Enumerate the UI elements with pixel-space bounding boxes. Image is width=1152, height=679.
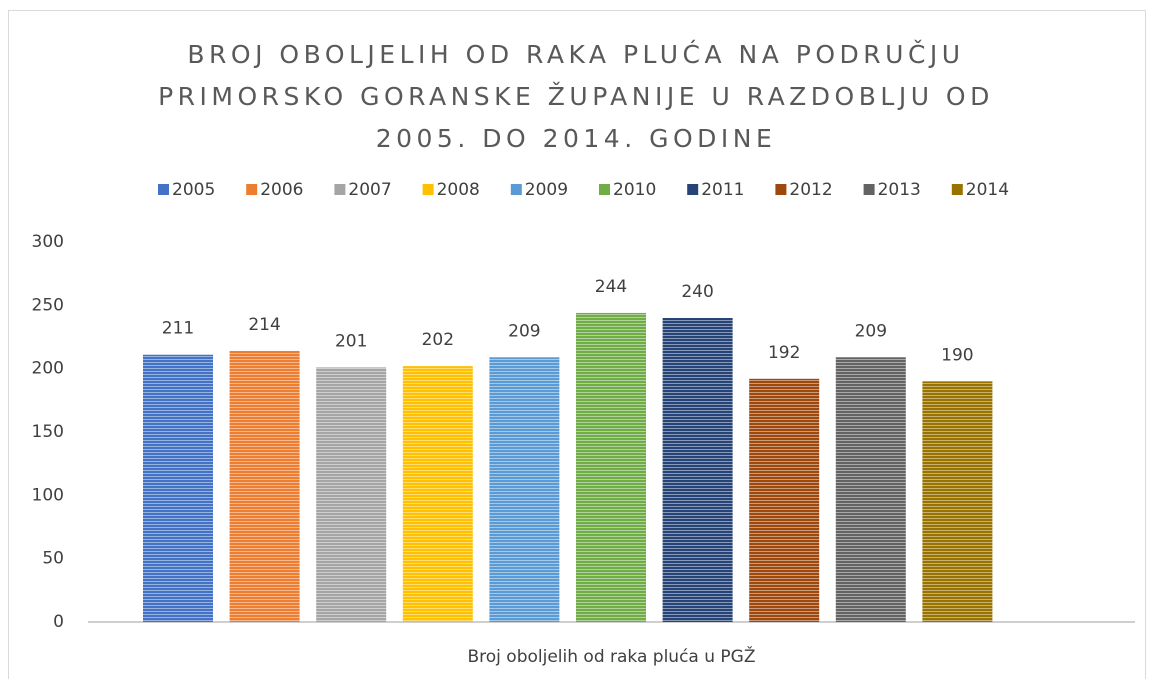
chart-title: BROJ OBOLJELIH OD RAKA PLUĆA NA PODRUČJU…	[158, 40, 994, 153]
legend-swatch	[951, 184, 963, 195]
legend-label: 2013	[878, 180, 921, 200]
data-label: 240	[681, 282, 713, 302]
data-label: 209	[508, 321, 540, 341]
chart-frame	[8, 10, 1146, 679]
legend-label: 2008	[437, 180, 480, 200]
data-label: 201	[335, 331, 367, 351]
legend-label: 2006	[260, 180, 303, 200]
y-tick-label: 300	[32, 232, 64, 252]
legend-swatch	[775, 184, 787, 195]
data-label: 192	[768, 343, 800, 363]
bar	[489, 357, 560, 622]
data-label: 190	[941, 345, 973, 365]
legend-label: 2007	[348, 180, 391, 200]
bar	[229, 350, 300, 622]
legend-label: 2012	[789, 180, 832, 200]
y-tick-label: 250	[32, 295, 64, 315]
legend-swatch	[687, 184, 699, 195]
y-tick-label: 50	[42, 549, 64, 569]
x-tick-label: Broj oboljelih od raka pluća u PGŽ	[467, 645, 755, 667]
legend-swatch	[599, 184, 610, 195]
legend-swatch	[863, 184, 875, 195]
legend-label: 2011	[701, 180, 744, 200]
legend-label: 2014	[966, 180, 1009, 200]
bar	[316, 367, 387, 622]
bar	[576, 312, 646, 622]
legend-label: 2005	[172, 180, 215, 200]
data-label: 209	[855, 321, 887, 341]
data-label: 202	[422, 330, 454, 350]
data-label: 214	[248, 315, 280, 335]
legend-label: 2010	[613, 180, 656, 200]
legend-swatch	[422, 184, 434, 195]
legend-swatch	[510, 184, 522, 195]
y-tick-label: 150	[32, 422, 64, 442]
legend-swatch	[246, 184, 258, 195]
bar	[143, 354, 213, 622]
bar	[402, 366, 473, 622]
y-tick-label: 0	[53, 612, 64, 632]
legend-label: 2009	[525, 180, 568, 200]
data-label: 211	[162, 319, 194, 339]
data-label: 244	[595, 277, 627, 297]
y-tick-label: 200	[32, 359, 64, 379]
bar	[662, 318, 733, 622]
y-tick-label: 100	[32, 485, 64, 505]
legend-swatch	[158, 184, 169, 195]
bar	[749, 378, 820, 622]
legend-swatch	[334, 184, 346, 195]
bar	[922, 381, 993, 622]
bar	[835, 357, 906, 622]
